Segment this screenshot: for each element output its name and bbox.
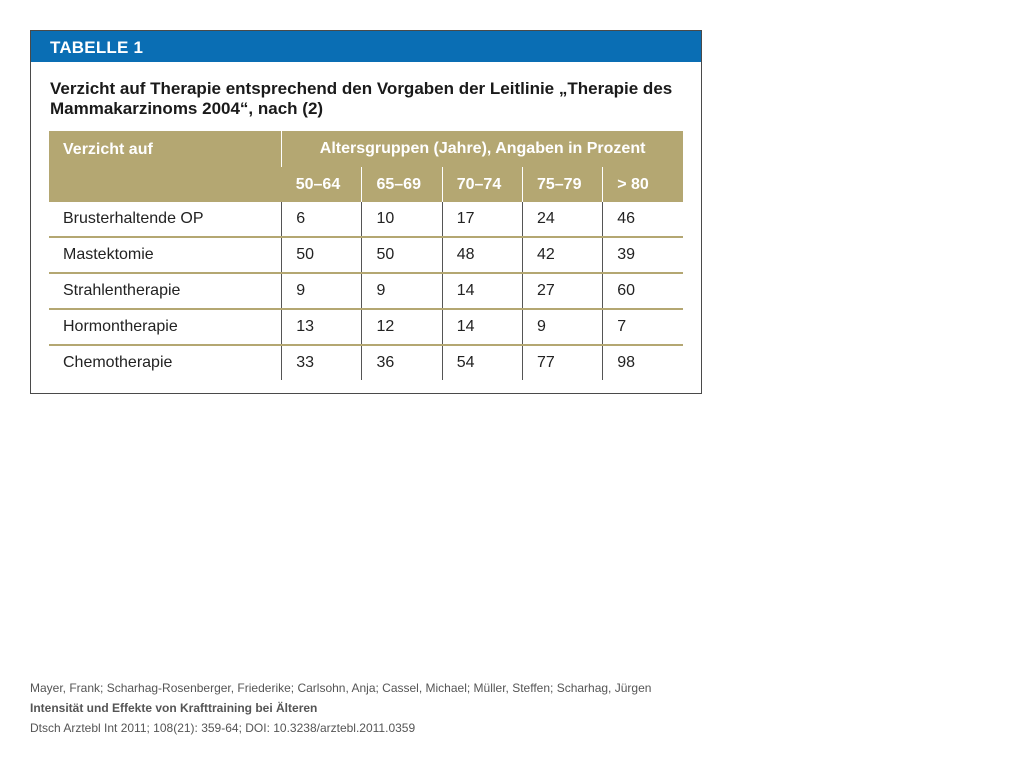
citation-title: Intensität und Effekte von Krafttraining… bbox=[30, 701, 318, 715]
table-figure: TABELLE 1 Verzicht auf Therapie entsprec… bbox=[30, 30, 702, 394]
table-cell: 13 bbox=[281, 309, 362, 346]
table-cell: 77 bbox=[521, 345, 603, 380]
table-row: Chemotherapie 33 36 54 77 98 bbox=[49, 345, 683, 380]
table-cell: 54 bbox=[441, 345, 523, 380]
age-group-header: 50–64 bbox=[281, 167, 362, 202]
row-label: Hormontherapie bbox=[49, 309, 282, 346]
group-header: Altersgruppen (Jahre), Angaben in Prozen… bbox=[281, 131, 683, 167]
table-cell: 10 bbox=[361, 202, 443, 238]
row-label: Strahlentherapie bbox=[49, 273, 282, 310]
table-cell: 36 bbox=[361, 345, 443, 380]
data-table: Verzicht auf Altersgruppen (Jahre), Anga… bbox=[49, 131, 683, 380]
row-header: Verzicht auf bbox=[49, 131, 282, 202]
age-group-header: 70–74 bbox=[441, 167, 523, 202]
citation-source: Dtsch Arztebl Int 2011; 108(21): 359-64;… bbox=[30, 721, 416, 735]
table-cell: 24 bbox=[521, 202, 603, 238]
row-label: Mastektomie bbox=[49, 237, 282, 274]
table-row: Mastektomie 50 50 48 42 39 bbox=[49, 237, 683, 274]
table-cell: 46 bbox=[602, 202, 683, 238]
row-label: Brusterhaltende OP bbox=[49, 202, 282, 238]
table-cell: 27 bbox=[521, 273, 603, 310]
figure-label: TABELLE 1 bbox=[50, 38, 144, 57]
citation-authors: Mayer, Frank; Scharhag-Rosenberger, Frie… bbox=[30, 681, 652, 695]
age-group-header: 75–79 bbox=[521, 167, 603, 202]
age-group-row: 50–64 65–69 70–74 75–79 > 80 bbox=[49, 167, 683, 202]
table-row: Brusterhaltende OP 6 10 17 24 46 bbox=[49, 202, 683, 238]
citation: Mayer, Frank; Scharhag-Rosenberger, Frie… bbox=[30, 678, 730, 738]
table-cell: 14 bbox=[441, 273, 523, 310]
table-cell: 12 bbox=[361, 309, 443, 346]
table-cell: 60 bbox=[602, 273, 683, 310]
table-cell: 50 bbox=[361, 237, 443, 274]
table-row: Strahlentherapie 9 9 14 27 60 bbox=[49, 273, 683, 310]
table-cell: 98 bbox=[602, 345, 683, 380]
table-cell: 42 bbox=[521, 237, 603, 274]
table-cell: 39 bbox=[602, 237, 683, 274]
table-cell: 50 bbox=[281, 237, 362, 274]
table-cell: 9 bbox=[281, 273, 362, 310]
figure-header-bar: TABELLE 1 bbox=[31, 31, 701, 62]
age-group-header: 65–69 bbox=[361, 167, 443, 202]
table-cell: 14 bbox=[441, 309, 523, 346]
table-cell: 9 bbox=[361, 273, 443, 310]
table-header-row: Verzicht auf Altersgruppen (Jahre), Anga… bbox=[49, 131, 683, 202]
row-label: Chemotherapie bbox=[63, 354, 173, 371]
table-cell: 6 bbox=[281, 202, 362, 238]
age-group-header: > 80 bbox=[602, 167, 683, 202]
table-cell: 9 bbox=[521, 309, 603, 346]
table-cell: 7 bbox=[602, 309, 683, 346]
table-cell: 33 bbox=[281, 345, 362, 380]
table-row: Hormontherapie 13 12 14 9 7 bbox=[49, 309, 683, 346]
table-cell: 48 bbox=[441, 237, 523, 274]
figure-title: Verzicht auf Therapie entsprechend den V… bbox=[50, 79, 673, 118]
table-cell: 17 bbox=[441, 202, 523, 238]
